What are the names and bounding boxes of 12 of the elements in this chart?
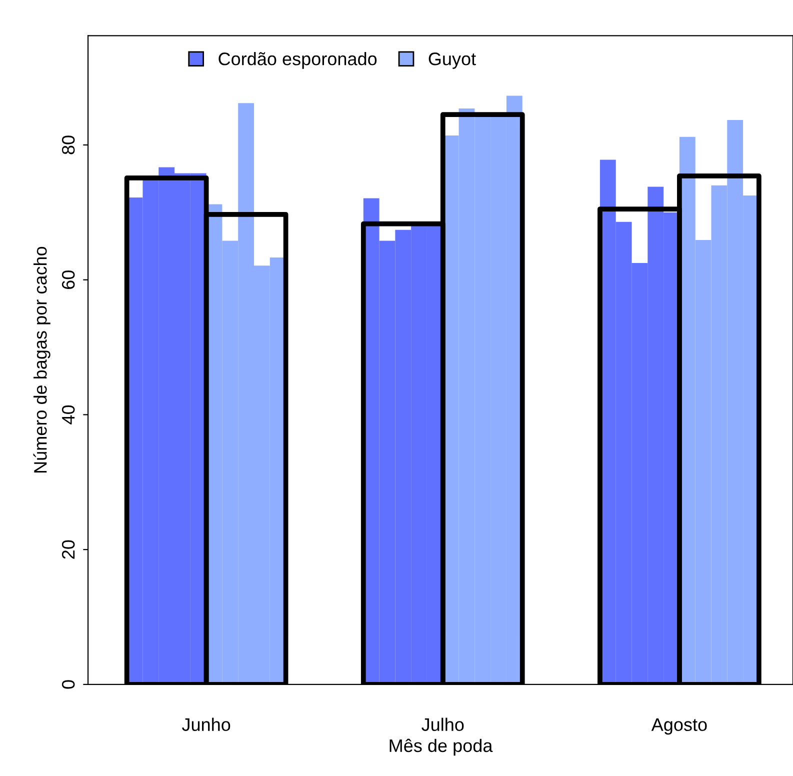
legend-label: Cordão esporonado [218,52,377,69]
legend-label: Guyot [428,52,476,69]
y-tick-label: 40 [62,405,75,424]
x-tick-label: Julho [422,718,464,732]
x-axis-title: Mês de poda [390,738,493,756]
y-tick-label: 80 [62,136,75,154]
x-tick-label: Junho [182,718,230,732]
y-axis-title: Número de bagas por cacho [33,246,50,472]
y-tick-label: 20 [62,540,75,559]
x-tick-label: Agosto [651,718,707,735]
y-tick-label: 60 [62,270,75,289]
y-tick-label: 0 [62,680,75,689]
